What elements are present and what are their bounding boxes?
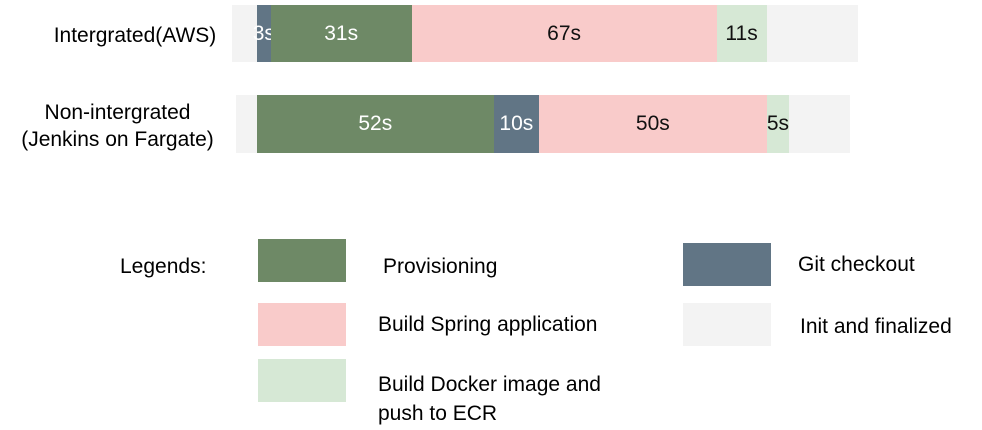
legend-label-line: Init and finalized xyxy=(800,315,952,338)
legend-swatch-init-finalized xyxy=(683,303,771,346)
legend-label-line: push to ECR xyxy=(378,402,498,425)
segment-value-label: 31s xyxy=(324,21,359,45)
row-label-integrated: Intergrated(AWS) xyxy=(30,22,240,49)
legend-label-provisioning: Provisioning xyxy=(383,252,497,281)
legend-label-build-docker: Build Docker image and push to ECR xyxy=(378,370,601,428)
legend-label-line: Provisioning xyxy=(383,255,498,278)
bar-segment-build-spring: 50s xyxy=(539,95,767,153)
legend-swatch-git-checkout xyxy=(683,243,771,286)
legend-swatch-build-docker xyxy=(258,359,346,402)
bar-segment-build-docker: 11s xyxy=(716,5,767,62)
bar-segment-provisioning: 31s xyxy=(270,5,412,62)
legend-title: Legends: xyxy=(120,255,207,278)
segment-value-label: 52s xyxy=(358,112,393,135)
segment-value-label: 50s xyxy=(635,112,670,135)
legend-label-line: Build Docker image and xyxy=(378,373,601,396)
legend-swatch-build-spring xyxy=(258,303,346,346)
bar-segment-build-docker: 5s xyxy=(766,95,790,153)
legend-swatch-provisioning xyxy=(258,239,346,282)
row-label-line: Non-intergrated xyxy=(44,101,191,124)
segment-value-label: 5s xyxy=(766,112,790,135)
segment-value-label: 3s xyxy=(252,21,275,45)
bar-segment-git-checkout: 3s xyxy=(253,5,275,62)
row-label-line: (Jenkins on Fargate) xyxy=(21,128,214,151)
bar-track-non-integrated: 52s 10s 50s 5s xyxy=(236,95,850,153)
legend-label-git-checkout: Git checkout xyxy=(798,250,915,279)
row-label-non-integrated: Non-intergrated (Jenkins on Fargate) xyxy=(0,99,235,153)
legend-label-line: Build Spring application xyxy=(378,313,598,336)
bar-segment-provisioning: 52s xyxy=(257,95,494,153)
legend-label-init-finalized: Init and finalized xyxy=(800,312,952,341)
legend-label-build-spring: Build Spring application xyxy=(378,310,597,339)
bar-track-integrated: 3s 31s 67s 11s xyxy=(232,5,858,62)
segment-value-label: 67s xyxy=(547,21,582,45)
bar-segment-git-checkout: 10s xyxy=(493,95,540,153)
segment-value-label: 10s xyxy=(499,112,534,135)
row-label-line: Intergrated(AWS) xyxy=(53,24,217,47)
bar-segment-build-spring: 67s xyxy=(411,5,717,62)
legend-label-line: Git checkout xyxy=(798,253,915,276)
segment-value-label: 11s xyxy=(725,21,758,45)
